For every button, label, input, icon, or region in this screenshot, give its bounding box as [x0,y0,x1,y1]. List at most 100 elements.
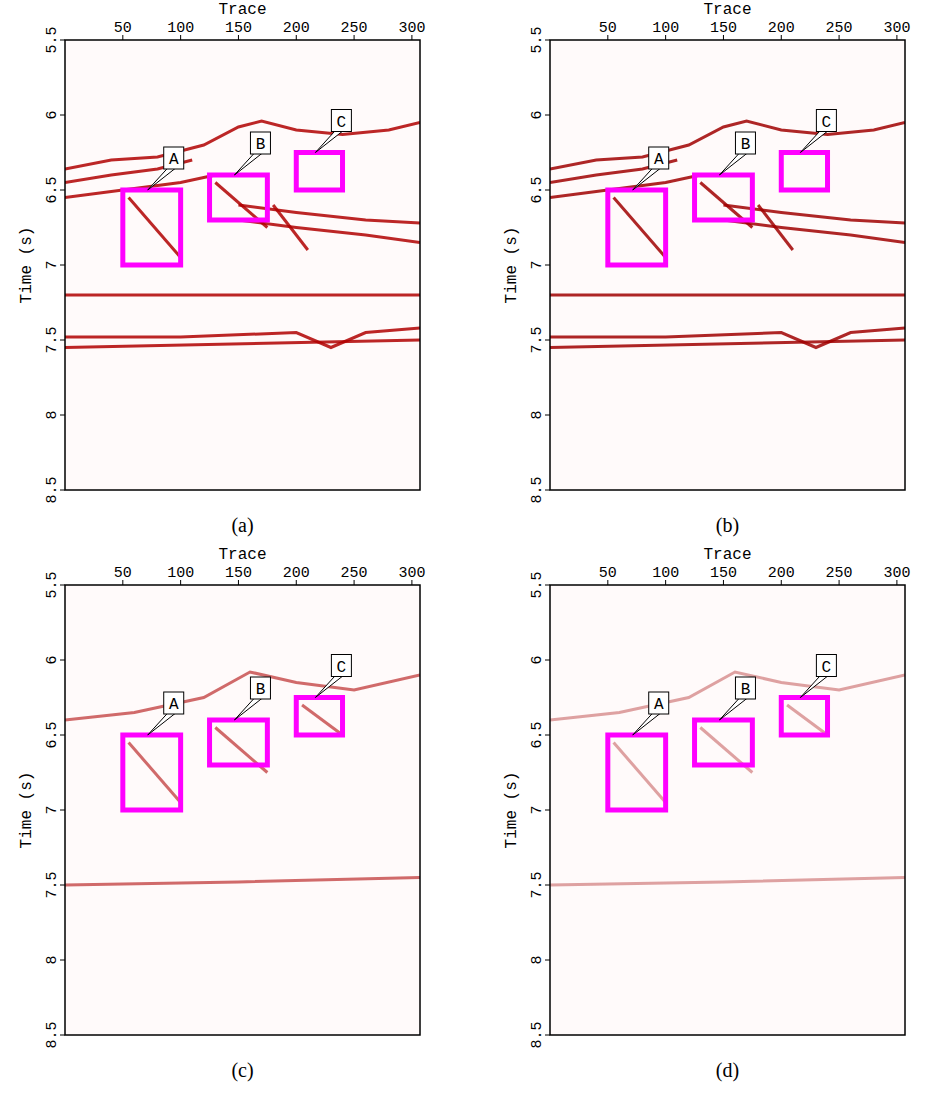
seismic-event [238,220,420,243]
annotations: ABC [608,655,837,811]
callout-pointer [315,676,343,698]
y-tick-label: 8.5 [529,476,546,503]
plot-background [550,585,905,1035]
callout-box [816,655,836,677]
x-axis-title: Trace [703,1,751,19]
callout-box [649,692,669,714]
callout-box [250,132,270,154]
seismic-event [65,294,420,297]
x-tick-label: 300 [398,565,425,582]
seismic-event [550,175,700,198]
panel: ABC50100150200250300Trace5.566.577.588.5… [503,1,910,537]
y-tick-label: 7.5 [44,871,61,898]
y-tick-label: 5.5 [529,571,546,598]
x-tick-label: 250 [826,565,853,582]
x-tick-label: 200 [283,565,310,582]
y-axis-title: Time (s) [503,772,521,849]
seismic-event [614,198,666,258]
callout-pointer [719,153,747,175]
y-tick-label: 7 [44,805,61,814]
annotation-box [123,735,181,810]
panel-label: (c) [231,1059,253,1082]
plot-background [65,40,420,490]
events [550,672,905,885]
x-tick-label: 250 [341,20,368,37]
x-tick-label: 200 [768,20,795,37]
callout-pointer [315,131,343,153]
y-tick-label: 6.5 [529,176,546,203]
y-tick-label: 7 [44,260,61,269]
panel-label: (a) [231,514,253,537]
callout-box [735,677,755,699]
seismic-event [302,705,342,735]
callout-pointer [234,698,262,720]
y-tick-label: 8 [44,410,61,419]
seismic-event [65,121,420,169]
x-tick-label: 100 [652,20,679,37]
callout-pointer [234,153,262,175]
annotations: ABC [123,655,352,811]
y-tick-label: 5.5 [44,571,61,598]
y-axis-title: Time (s) [18,227,36,304]
annotation-box [608,735,666,810]
x-tick-label: 100 [167,565,194,582]
callout-label: C [337,659,347,677]
events [65,121,420,348]
y-tick-label: 6 [529,110,546,119]
callout-pointer [800,676,828,698]
callout-box [649,147,669,169]
x-tick-label: 50 [114,20,132,37]
x-tick-label: 300 [398,20,425,37]
y-tick-label: 6 [529,655,546,664]
seismic-event [550,340,905,348]
events [65,672,420,885]
seismic-event [614,743,666,803]
callout-box [331,655,351,677]
annotation-box [781,153,827,191]
panel-label: (b) [716,514,739,537]
annotation-box [695,720,753,765]
frame [550,585,905,1035]
seismic-event [129,743,181,803]
annotation-box [695,175,753,220]
callout-pointer [633,713,661,735]
plot-background [65,585,420,1035]
annotation-box [123,190,181,265]
annotation-box [781,698,827,736]
x-tick-label: 50 [599,565,617,582]
y-tick-label: 5.5 [529,26,546,53]
y-tick-label: 8.5 [529,1021,546,1048]
callout-label: A [654,151,664,169]
callout-label: B [256,681,266,699]
x-tick-label: 250 [341,565,368,582]
y-tick-label: 6 [44,110,61,119]
callout-pointer [148,168,176,190]
x-axis-title: Trace [703,546,751,564]
y-axis-title: Time (s) [503,227,521,304]
seismic-event [550,878,905,886]
y-tick-label: 6 [44,655,61,664]
x-tick-label: 100 [652,565,679,582]
seismic-event [65,175,215,198]
panel: ABC50100150200250300Trace5.566.577.588.5… [18,1,425,537]
seismic-event [65,672,420,720]
callout-box [331,110,351,132]
frame [65,585,420,1035]
y-tick-label: 7.5 [44,326,61,353]
callout-label: B [256,136,266,154]
x-tick-label: 150 [225,565,252,582]
y-axis-title: Time (s) [18,772,36,849]
x-tick-label: 150 [710,20,737,37]
x-tick-label: 300 [883,565,910,582]
y-tick-label: 8 [529,410,546,419]
x-tick-label: 50 [599,20,617,37]
x-tick-label: 100 [167,20,194,37]
annotation-box [608,190,666,265]
y-tick-label: 8.5 [44,476,61,503]
callout-label: B [741,681,751,699]
x-tick-label: 200 [283,20,310,37]
y-tick-label: 8 [44,955,61,964]
x-tick-label: 300 [883,20,910,37]
figure: ABC50100150200250300Trace5.566.577.588.5… [0,0,934,1097]
y-tick-label: 6.5 [529,721,546,748]
